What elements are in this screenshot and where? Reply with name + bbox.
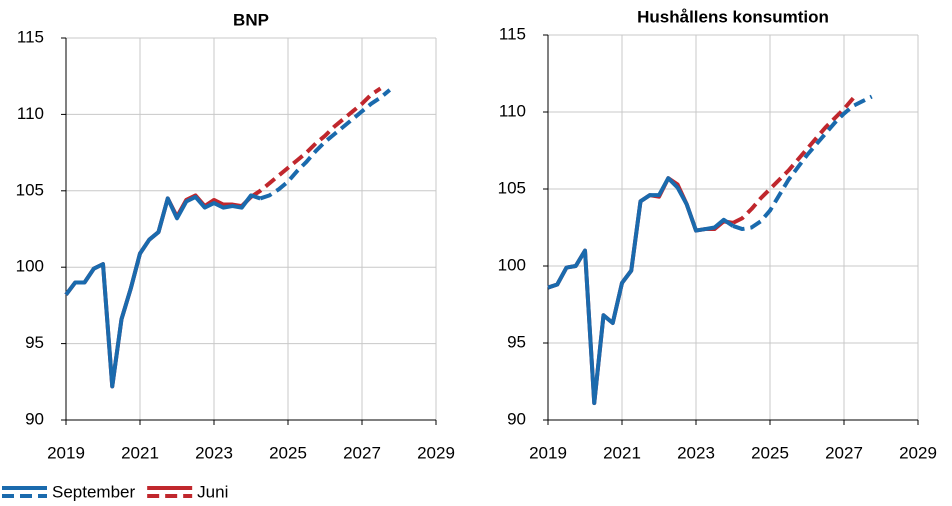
y-tick-label: 110 (499, 101, 526, 120)
y-tick-label: 95 (507, 332, 526, 351)
y-tick-label: 110 (17, 104, 44, 123)
x-tick-label: 2021 (121, 443, 159, 462)
x-tick-label: 2019 (529, 443, 567, 462)
outcome-line (64, 193, 253, 389)
y-tick-label: 105 (16, 180, 44, 199)
outcome-line (64, 193, 261, 389)
x-tick-label: 2021 (603, 443, 641, 462)
y-tick-label: 115 (17, 27, 44, 46)
y-tick-label: 105 (498, 178, 526, 197)
y-tick-label: 90 (507, 409, 526, 428)
x-tick-label: 2023 (677, 443, 715, 462)
y-tick-label: 100 (498, 255, 526, 274)
forecast-line (732, 96, 855, 225)
forecast-line (259, 88, 392, 201)
y-tick-label: 100 (16, 257, 44, 276)
legend-label: September (52, 482, 135, 501)
y-tick-label: 95 (25, 333, 44, 352)
forecast-line (249, 86, 382, 199)
x-tick-label: 2027 (343, 443, 381, 462)
legend-label: Juni (197, 482, 228, 501)
outcome-line (547, 176, 735, 406)
x-tick-label: 2023 (195, 443, 233, 462)
chart-title: Hushållens konsumtion (637, 7, 829, 26)
chart-title: BNP (233, 10, 269, 29)
forecast-line (732, 94, 873, 232)
x-tick-label: 2029 (417, 443, 455, 462)
y-tick-label: 115 (499, 24, 526, 43)
x-tick-label: 2027 (825, 443, 863, 462)
x-tick-label: 2025 (751, 443, 789, 462)
y-tick-label: 90 (25, 409, 44, 428)
x-tick-label: 2029 (899, 443, 937, 462)
x-tick-label: 2025 (269, 443, 307, 462)
x-tick-label: 2019 (47, 443, 85, 462)
